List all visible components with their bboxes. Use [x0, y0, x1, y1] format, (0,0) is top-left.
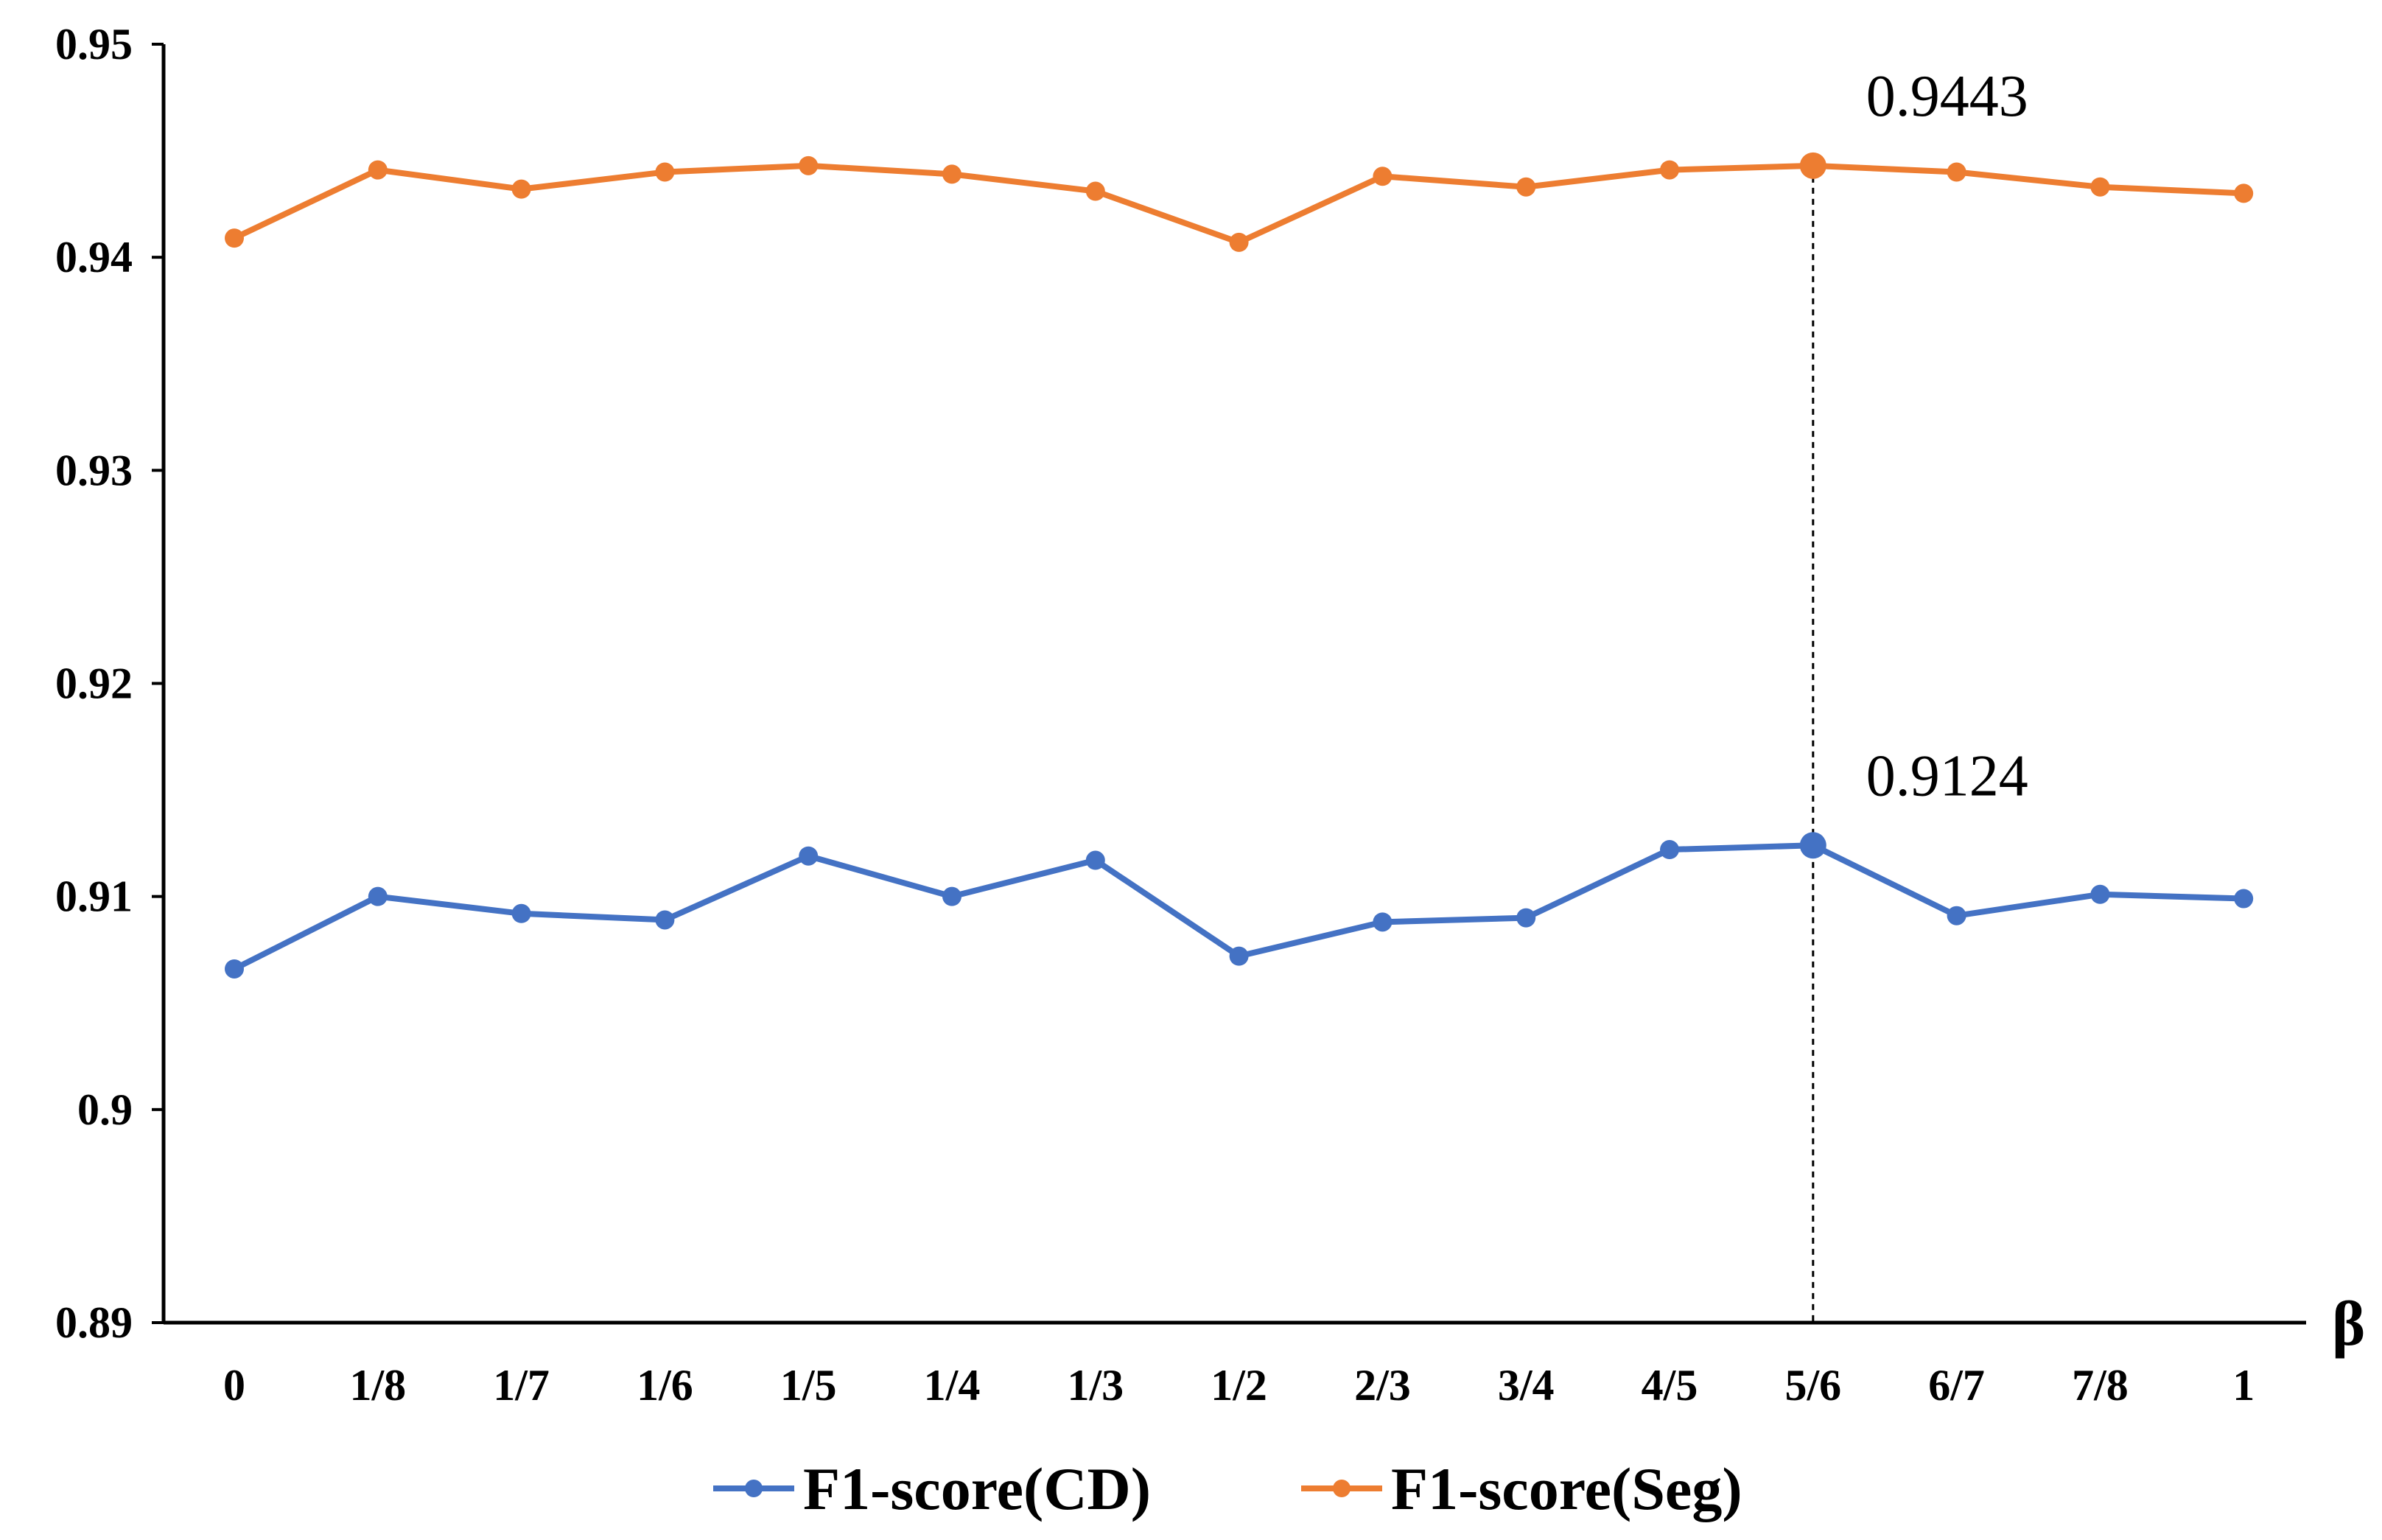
data-point	[1799, 832, 1826, 859]
x-tick-label: 1/2	[1211, 1361, 1267, 1410]
data-point	[799, 155, 819, 175]
data-point	[368, 160, 388, 180]
series-line	[233, 162, 2244, 245]
y-tick-label: 0.94	[55, 233, 133, 281]
x-tick-label: 6/7	[1928, 1361, 1985, 1410]
data-label: 0.9124	[1866, 743, 2028, 808]
data-point	[225, 228, 244, 248]
data-point	[225, 959, 244, 979]
y-tick-label: 0.93	[55, 446, 133, 494]
x-tick-label: 1	[2232, 1361, 2255, 1410]
data-point	[511, 179, 531, 199]
y-tick-label: 0.92	[55, 659, 133, 708]
data-point	[942, 886, 961, 906]
data-point	[368, 886, 388, 906]
data-point	[2234, 183, 2254, 203]
legend: F1-score(CD) F1-score(Seg)	[713, 1455, 1742, 1522]
x-tick-label: 4/5	[1642, 1361, 1698, 1410]
y-tick-label: 0.95	[55, 20, 133, 69]
x-tick-label: 1/6	[637, 1361, 693, 1410]
data-point	[511, 903, 531, 923]
x-tick-label: 1/5	[780, 1361, 837, 1410]
x-tick-label: 2/3	[1354, 1361, 1411, 1410]
data-label: 0.9443	[1866, 64, 2028, 129]
x-ticks: 0 1/8 1/7 1/6 1/5 1/4 1/3 1/2 2/3 3/4 4/5 5/6 6/7 7/8…	[223, 1361, 2255, 1410]
data-point	[1516, 908, 1536, 928]
data-point	[799, 846, 819, 866]
data-point	[2090, 884, 2110, 904]
x-tick-label: 1/4	[924, 1361, 981, 1410]
data-point	[655, 162, 675, 182]
data-point	[1229, 946, 1249, 966]
data-point	[1660, 840, 1679, 860]
legend-marker	[745, 1480, 763, 1497]
data-point	[1085, 850, 1105, 870]
data-point	[1660, 160, 1679, 180]
data-point	[1373, 912, 1393, 932]
data-point	[1085, 181, 1105, 201]
x-tick-label: 1/8	[349, 1361, 406, 1410]
data-point	[1229, 232, 1249, 252]
annotations: 0.9443 0.9124	[1866, 64, 2028, 808]
series	[225, 152, 2254, 979]
legend-marker	[1333, 1480, 1351, 1497]
y-tick-label: 0.9	[77, 1085, 133, 1134]
data-point	[1947, 162, 1966, 182]
x-tick-label: 1/3	[1067, 1361, 1124, 1410]
data-point	[2090, 177, 2110, 197]
x-tick-label: 7/8	[2072, 1361, 2129, 1410]
data-point	[655, 910, 675, 930]
data-point	[942, 164, 961, 184]
data-point	[1947, 906, 1966, 925]
x-tick-label: 0	[223, 1361, 245, 1410]
y-tick-label: 0.91	[55, 872, 133, 921]
legend-label: F1-score(Seg)	[1391, 1455, 1742, 1522]
data-point	[2234, 889, 2254, 909]
y-ticks: 0.89 0.9 0.91 0.92 0.93 0.94 0.95	[55, 20, 164, 1347]
data-point	[1373, 167, 1393, 186]
x-tick-label: 5/6	[1784, 1361, 1841, 1410]
legend-label: F1-score(CD)	[803, 1455, 1151, 1522]
data-point	[1799, 152, 1826, 179]
x-tick-label: 1/7	[493, 1361, 550, 1410]
y-tick-label: 0.89	[55, 1298, 133, 1347]
x-axis: β	[164, 1288, 2365, 1359]
x-axis-title: β	[2332, 1288, 2365, 1359]
x-tick-label: 3/4	[1498, 1361, 1555, 1410]
data-point	[1516, 177, 1536, 197]
